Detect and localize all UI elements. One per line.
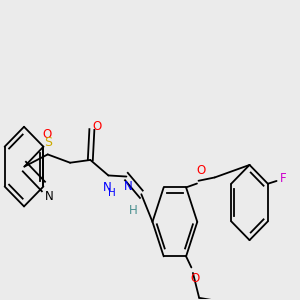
Text: F: F <box>280 172 286 185</box>
Text: N: N <box>45 190 53 203</box>
Text: O: O <box>43 128 52 141</box>
Text: O: O <box>93 120 102 133</box>
Text: H: H <box>108 188 116 198</box>
Text: O: O <box>196 164 206 177</box>
Text: O: O <box>191 272 200 285</box>
Text: S: S <box>44 136 52 149</box>
Text: N: N <box>124 180 132 193</box>
Text: H: H <box>129 204 138 217</box>
Text: N: N <box>102 181 111 194</box>
